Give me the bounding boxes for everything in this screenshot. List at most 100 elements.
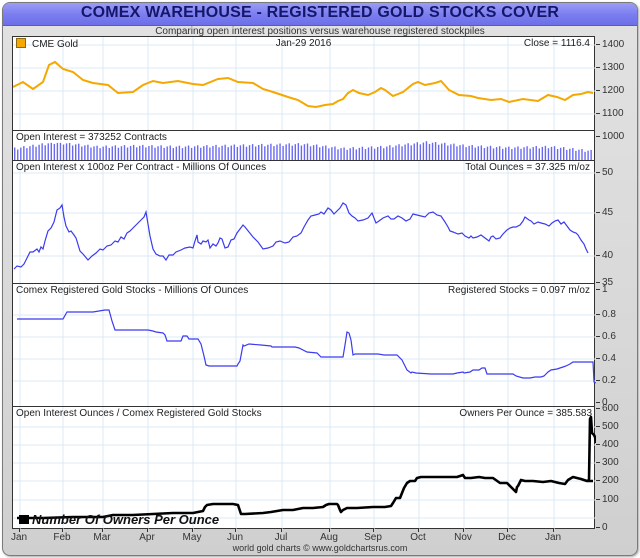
y-tick-mark	[596, 499, 600, 500]
y-tick-mark	[596, 336, 600, 337]
gold-price-pane: CME Gold Jan-29 2016 Close = 1116.4	[12, 36, 596, 132]
owners-legend-label: Number Of Owners Per Ounce	[32, 512, 220, 527]
x-tick-label: Aug	[320, 532, 338, 543]
x-tick-label: May	[182, 532, 202, 543]
y-tick-mark	[596, 358, 600, 359]
gold-legend-swatch-icon	[16, 38, 26, 48]
y-tick-mark	[596, 90, 600, 91]
x-tick-mark	[373, 528, 374, 532]
y-tick: 1300	[596, 62, 636, 74]
y-tick-label: 100	[602, 494, 619, 505]
y-tick-label: 40	[602, 250, 614, 261]
y-tick: 50	[596, 167, 636, 179]
open-interest-ounces-plot	[13, 161, 596, 285]
y-tick-mark	[596, 402, 600, 403]
y-tick: 200	[596, 475, 636, 487]
owners-per-ounce-line-tail	[586, 415, 596, 483]
y-tick-label: 1100	[602, 108, 624, 119]
y-tick-mark	[596, 282, 600, 283]
gold-price-plot	[13, 37, 596, 132]
registered-y-axis: 1 0.8 0.6 0.4 0.2 0	[596, 283, 636, 409]
owners-per-ounce-pane: Open Interest Ounces / Comex Registered …	[12, 406, 596, 530]
y-tick-label: 0.6	[602, 331, 616, 342]
gold-legend-label: CME Gold	[32, 39, 79, 50]
y-tick: 500	[596, 421, 636, 433]
y-tick-label: 600	[602, 403, 619, 414]
y-tick-label: 1000	[602, 131, 625, 142]
y-tick-mark	[596, 380, 600, 381]
x-tick-label: Apr	[139, 532, 155, 543]
y-tick-label: 0.2	[602, 375, 616, 386]
y-tick: 40	[596, 250, 636, 262]
y-tick: 35	[596, 277, 636, 289]
chart-subtitle: Comparing open interest positions versus…	[155, 26, 485, 37]
y-tick: 0.6	[596, 331, 636, 343]
x-tick-label: Jan	[544, 532, 562, 543]
gridlines	[13, 407, 596, 530]
y-tick-label: 50	[602, 167, 614, 178]
y-tick-mark	[596, 314, 600, 315]
title-bar: COMEX WAREHOUSE - REGISTERED GOLD STOCKS…	[3, 3, 637, 26]
y-tick: 1400	[596, 39, 636, 51]
x-tick-label: Sep	[364, 532, 382, 543]
x-tick-label: Dec	[498, 532, 516, 543]
gold-legend: CME Gold	[16, 38, 78, 50]
y-tick: 0.8	[596, 309, 636, 321]
y-tick-mark	[596, 136, 600, 137]
y-tick: 1	[596, 284, 636, 296]
y-tick-mark	[596, 426, 600, 427]
registered-stocks-plot	[13, 284, 596, 408]
x-tick-label: Jan	[10, 532, 28, 543]
x-tick-mark	[192, 528, 193, 532]
y-tick-label: 500	[602, 421, 619, 432]
y-tick-label: 1200	[602, 85, 625, 96]
y-tick-label: 1400	[602, 39, 625, 50]
open-interest-pane: Open Interest = 373252 Contracts	[12, 130, 595, 162]
x-tick-label: Nov	[454, 532, 472, 543]
y-tick-mark	[596, 172, 600, 173]
open-interest-ounces-label: Open Interest x 100oz Per Contract - Mil…	[16, 162, 267, 173]
y-tick-label: 0.8	[602, 309, 616, 320]
x-tick-mark	[463, 528, 464, 532]
gold-date: Jan-29 2016	[275, 38, 332, 49]
y-tick: 1000	[596, 131, 636, 143]
x-tick-mark	[19, 528, 20, 532]
y-tick-label: 45	[602, 207, 614, 218]
y-tick: 0	[596, 397, 636, 409]
gridlines	[13, 161, 596, 285]
x-tick-mark	[329, 528, 330, 532]
y-tick-mark	[596, 67, 600, 68]
x-tick-label: Jun	[226, 532, 244, 543]
y-tick: 45	[596, 207, 636, 219]
x-tick-mark	[507, 528, 508, 532]
open-interest-label: Open Interest = 373252 Contracts	[16, 132, 167, 143]
y-tick-mark	[596, 289, 600, 290]
y-tick: 600	[596, 403, 636, 415]
owners-legend: Number Of Owners Per Ounce	[19, 512, 219, 527]
y-tick-label: 1300	[602, 62, 625, 73]
y-tick-mark	[596, 462, 600, 463]
x-tick-label: Oct	[410, 532, 426, 543]
gold-y-axis: 1400 1300 1200 1100 1000	[596, 36, 636, 142]
owners-per-ounce-line	[17, 473, 593, 520]
y-tick-label: 300	[602, 457, 619, 468]
x-tick-mark	[147, 528, 148, 532]
y-tick: 1100	[596, 108, 636, 120]
y-tick: 0	[596, 522, 636, 534]
registered-stocks-pane: Comex Registered Gold Stocks - Millions …	[12, 283, 596, 408]
y-tick-mark	[596, 44, 600, 45]
gold-price-line	[13, 60, 594, 109]
y-tick: 0.4	[596, 353, 636, 365]
y-tick-label: 400	[602, 439, 619, 450]
y-tick-mark	[596, 212, 600, 213]
total-ounces-line	[13, 202, 589, 270]
x-axis-months: Jan Feb Mar Apr May Jun Jul Aug Sep Oct Nov Dec Jan	[0, 528, 640, 544]
y-tick-label: 200	[602, 475, 619, 486]
y-tick-label: 35	[602, 277, 614, 288]
owners-per-ounce-plot	[13, 407, 596, 530]
y-tick: 300	[596, 457, 636, 469]
y-tick: 1200	[596, 85, 636, 97]
y-tick-label: 1	[602, 284, 608, 295]
gridlines	[13, 284, 596, 408]
x-tick-mark	[235, 528, 236, 532]
